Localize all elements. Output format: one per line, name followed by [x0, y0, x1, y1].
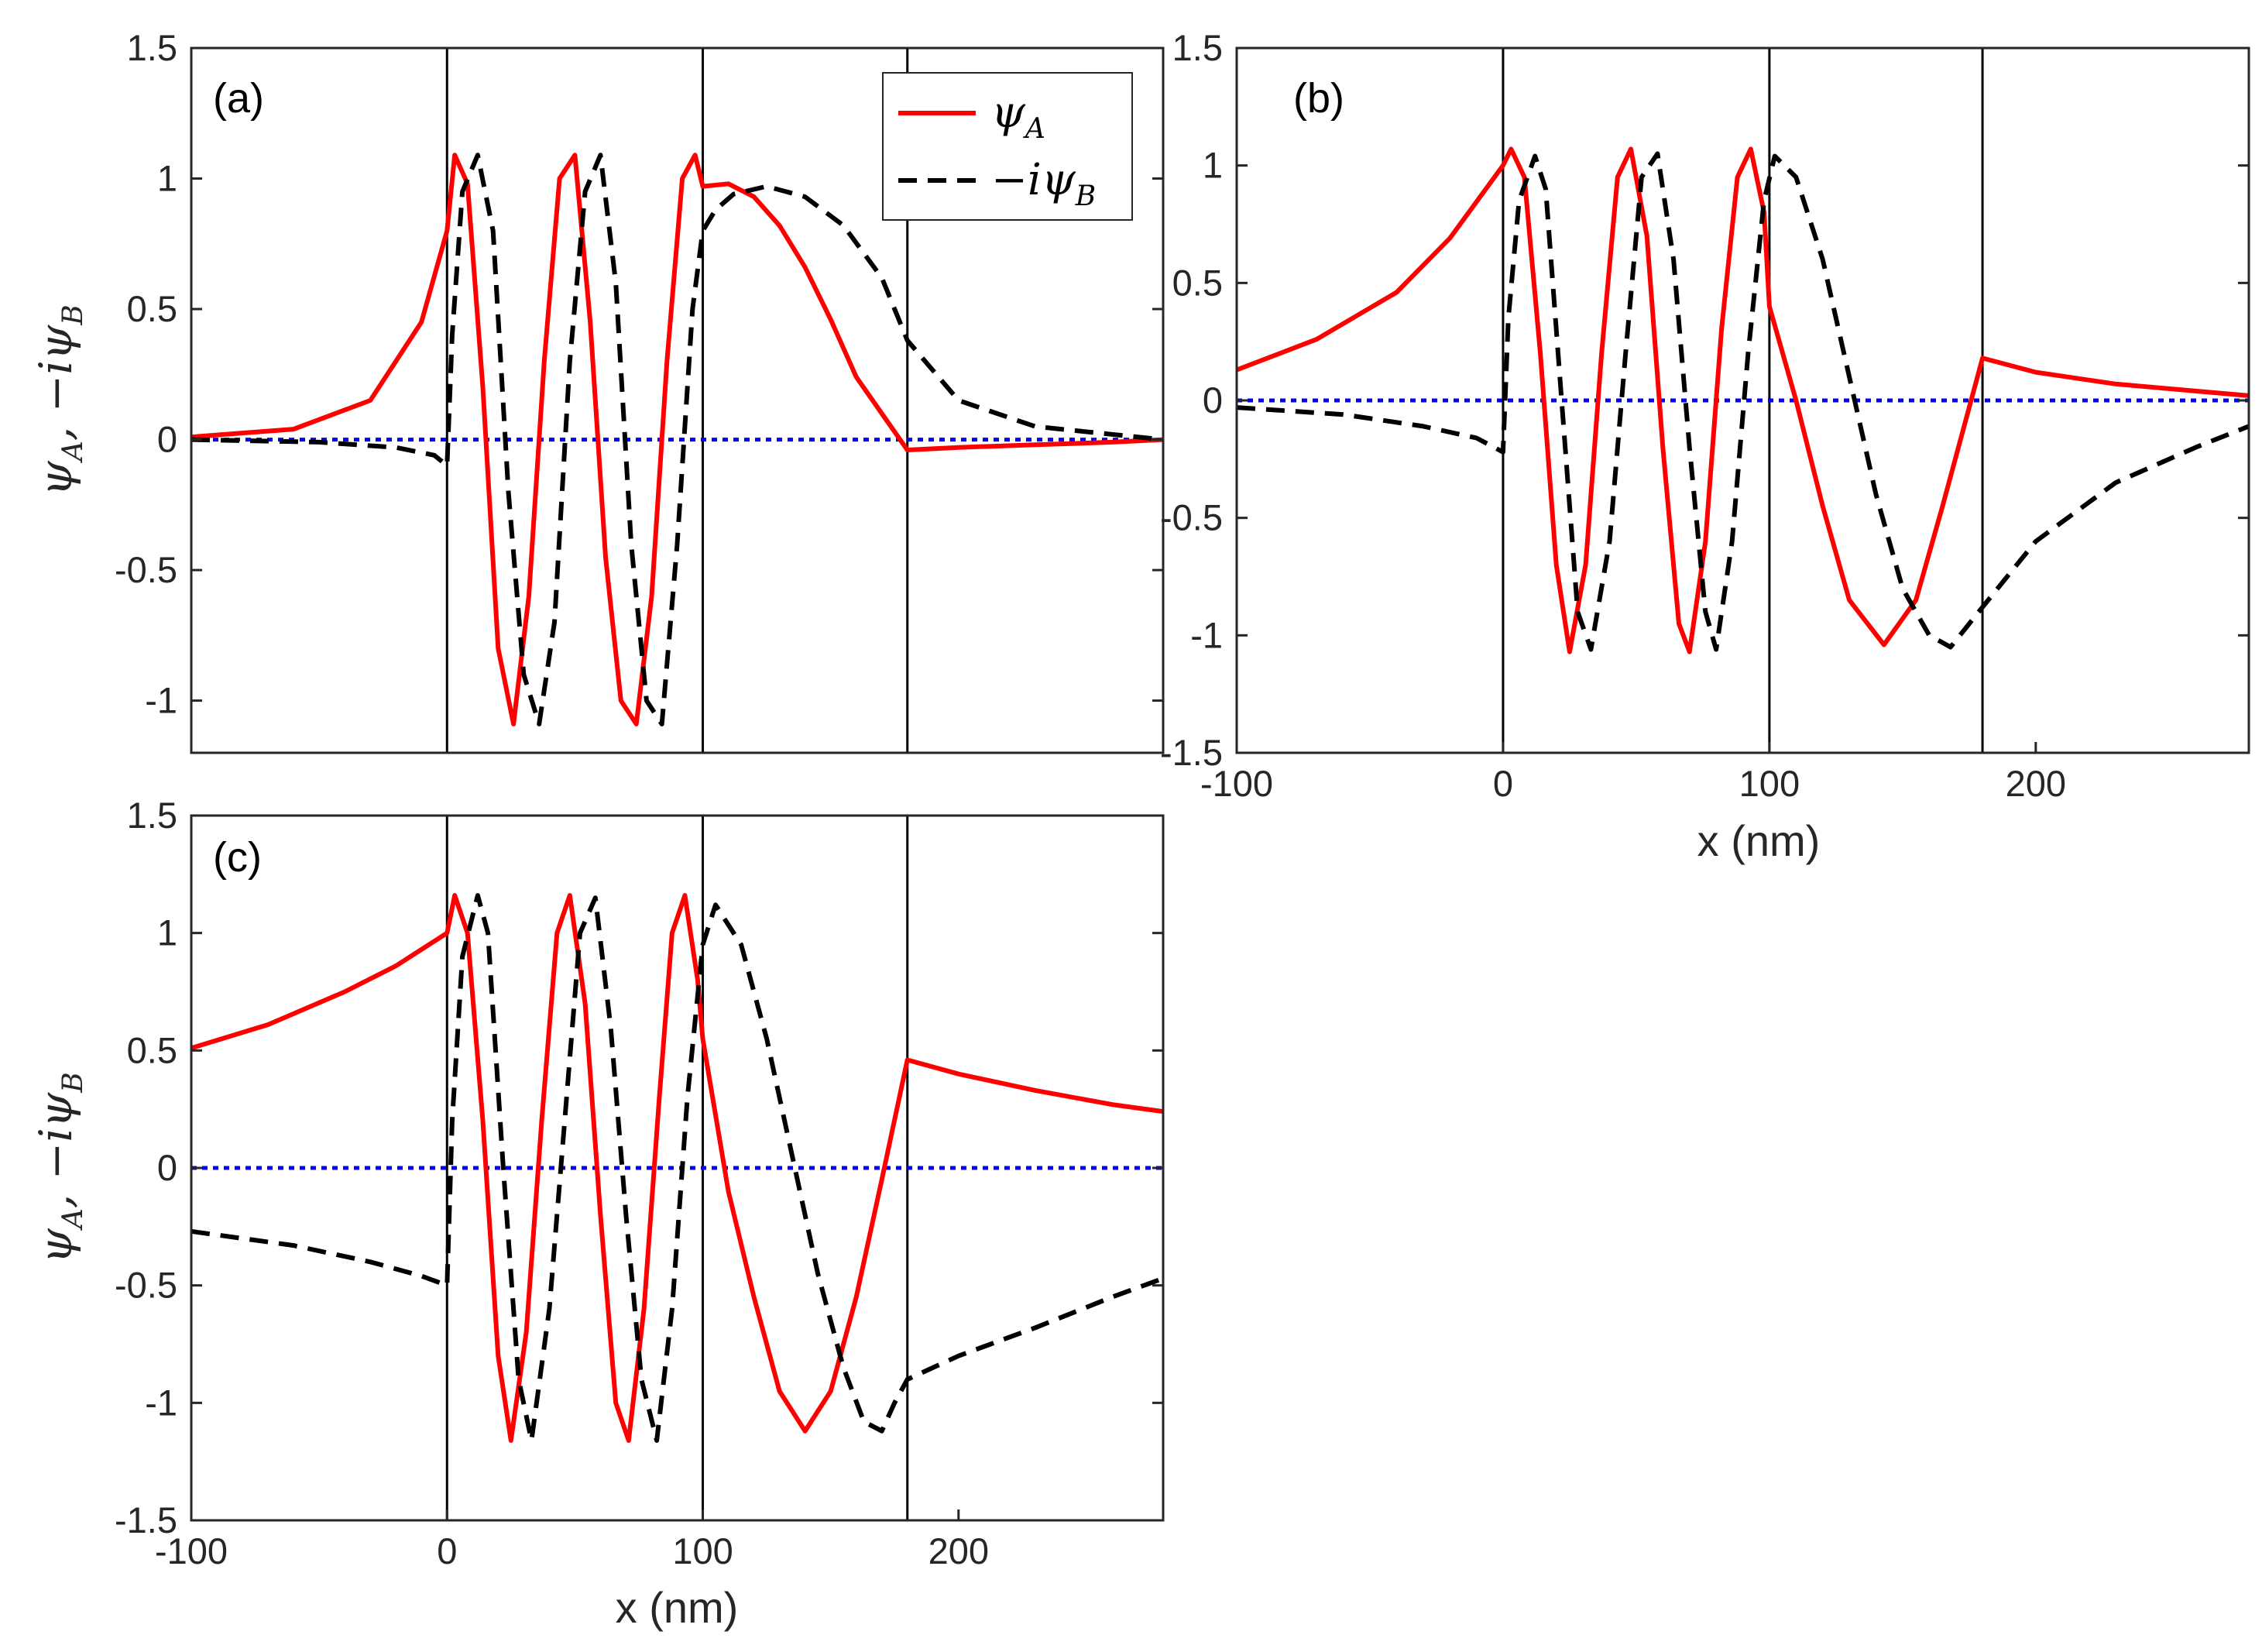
panel-a-series-psiA — [191, 153, 1163, 726]
panel-b-ytick-label: 1 — [1203, 145, 1223, 186]
ylabel-psi: ψ — [29, 461, 82, 496]
legend: ψA −iψB — [882, 72, 1133, 221]
svg-text:ψA, −iψB: ψA, −iψB — [29, 1072, 89, 1263]
panel-b-xlabel: x (nm) — [1697, 816, 1821, 865]
panel-b-ytick-label: 1.5 — [1172, 27, 1223, 68]
legend-psiA-label: ψA — [991, 88, 1045, 145]
panel-b-xtick-label: 100 — [1739, 763, 1800, 804]
panel-c-ytick-label: 1.5 — [127, 795, 177, 836]
panel-c-ytick-label: 1 — [157, 912, 177, 953]
panel-c-xtick-label: 100 — [672, 1530, 733, 1571]
panel-c-xtick-label: 0 — [437, 1530, 457, 1571]
panel-c-ytick-label: 0.5 — [127, 1029, 177, 1070]
panel-b-series-psiA — [1237, 146, 2249, 654]
panel-c-ylabel: ψA, −iψB — [29, 1072, 89, 1263]
panel-c-ytick-label: 0 — [157, 1147, 177, 1188]
panel-c-xtick-label: 200 — [928, 1530, 989, 1571]
panel-c-xlabel: x (nm) — [616, 1583, 739, 1632]
panel-a-series-psiB — [191, 153, 1163, 726]
panel-c-xtick-label: -100 — [155, 1530, 228, 1571]
panel-c-label: (c) — [213, 834, 262, 881]
panel-a-ylabel: ψA, −iψB — [29, 304, 89, 496]
legend-box — [882, 72, 1133, 221]
panel-a-ytick-label: -1 — [145, 680, 177, 721]
panel-b-series-psiB — [1237, 151, 2249, 652]
panel-b-xtick-label: 200 — [2006, 763, 2066, 804]
panel-b-ytick-label: 0.5 — [1172, 262, 1223, 303]
panel-b-ytick-label: -1.5 — [1160, 732, 1223, 773]
panel-c-plot-area — [191, 816, 1163, 1520]
panel-a: 1.5 1 0.5 0 -0.5 -1 (a) ψA, −iψB ψA −iψB — [29, 27, 1165, 754]
panel-c-series-psiB — [191, 893, 1163, 1443]
panel-c-ytick-label: -1.5 — [115, 1499, 177, 1540]
panel-a-axes: 1.5 1 0.5 0 -0.5 -1 — [115, 27, 1163, 721]
panel-c: 1.5 1 0.5 0 -0.5 -1 -1.5-100 0 100 200 (c) x (nm)… — [29, 795, 1165, 1632]
panel-b-plot-area — [1237, 48, 2249, 753]
panel-a-ytick-label: 0 — [157, 419, 177, 460]
panel-b-axes: 1.5 1 0.5 0 -0.5 -1 -1.5-100 0 100 200 — [1160, 27, 2249, 804]
panel-c-ytick-label: -1 — [145, 1382, 177, 1423]
panel-b-ytick-label: 0 — [1203, 380, 1223, 421]
panel-a-ytick-label: -0.5 — [115, 549, 177, 590]
panel-a-ytick-label: 0.5 — [127, 288, 177, 329]
panel-a-axes-box — [190, 46, 1165, 754]
panel-a-ytick-label: 1 — [157, 158, 177, 199]
panel-a-label: (a) — [213, 75, 264, 122]
panel-a-ytick-label: 1.5 — [127, 27, 177, 68]
legend-psiB-label: −iψB — [991, 155, 1096, 212]
panel-c-series-psiA — [191, 893, 1163, 1443]
svg-text:ψA, −iψB: ψA, −iψB — [29, 304, 89, 496]
panel-c-ytick-label: -0.5 — [115, 1265, 177, 1306]
panel-b-label: (b) — [1293, 75, 1344, 122]
panel-c-axes: 1.5 1 0.5 0 -0.5 -1 -1.5-100 0 100 200 — [115, 795, 1163, 1571]
panel-b-xtick-label: 0 — [1493, 763, 1513, 804]
panel-b-xtick-label: -100 — [1200, 763, 1273, 804]
panel-b: 1.5 1 0.5 0 -0.5 -1 -1.5-100 0 100 200 (b) x (nm) — [1160, 27, 2250, 865]
panel-b-ytick-label: -1 — [1190, 614, 1223, 655]
panel-b-ytick-label: -0.5 — [1160, 497, 1223, 538]
